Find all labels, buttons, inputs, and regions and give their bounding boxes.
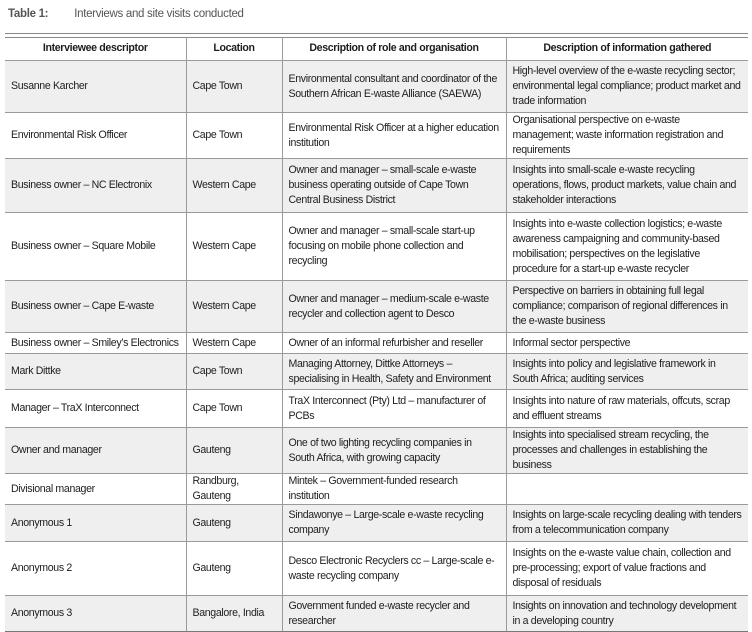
cell-location: Cape Town: [185, 60, 283, 113]
table-row: Business owner – Cape E-waste Western Cap…: [5, 280, 748, 333]
interviews-table: Interviewee descriptor Location Descript…: [5, 37, 748, 632]
cell-location: Cape Town: [185, 112, 283, 159]
cell-role: Desco Electronic Recyclers cc – Large-sc…: [281, 541, 507, 596]
cell-descriptor: Business owner – Square Mobile: [5, 212, 187, 281]
cell-location: Gauteng: [185, 427, 283, 474]
cell-descriptor: Business owner – NC Electronix: [5, 158, 187, 213]
cell-info: Informal sector perspective: [505, 332, 748, 354]
cell-info: Insights into nature of raw materials, o…: [505, 389, 748, 428]
cell-info: Insights on the e-waste value chain, col…: [505, 541, 748, 596]
cell-role: TraX Interconnect (Pty) Ltd – manufactur…: [281, 389, 507, 428]
table-row: Environmental Risk Officer Cape Town Envir…: [5, 112, 748, 159]
cell-info: Insights into e-waste collection logisti…: [505, 212, 748, 281]
cell-role: Mintek – Government-funded research inst…: [281, 473, 507, 505]
cell-location: Gauteng: [185, 541, 283, 596]
header-location: Location: [185, 37, 283, 61]
cell-role: Environmental consultant and coordinator…: [281, 60, 507, 113]
cell-location: Cape Town: [185, 389, 283, 428]
table-label: Table 1:: [8, 8, 49, 20]
cell-location: Gauteng: [185, 504, 283, 542]
cell-descriptor: Divisional manager: [5, 473, 187, 505]
cell-role: Managing Attorney, Dittke Attorneys – sp…: [281, 353, 507, 390]
table-row: Owner and manager Gauteng One of two light…: [5, 427, 748, 474]
cell-role: Government funded e-waste recycler and r…: [281, 595, 507, 632]
cell-role: Owner and manager – small-scale e-waste …: [281, 158, 507, 213]
cell-descriptor: Business owner – Cape E-waste: [5, 280, 187, 333]
cell-info: Insights on large-scale recycling dealin…: [505, 504, 748, 542]
cell-descriptor: Susanne Karcher: [5, 60, 187, 113]
cell-info: [505, 473, 748, 505]
cell-role: One of two lighting recycling companies …: [281, 427, 507, 474]
cell-location: Bangalore, India: [185, 595, 283, 632]
cell-info: Insights into policy and legislative fra…: [505, 353, 748, 390]
cell-info: Perspective on barriers in obtaining ful…: [505, 280, 748, 333]
table-title: Interviews and site visits conducted: [74, 8, 244, 20]
table-row: Manager – TraX Interconnect Cape Town TraX…: [5, 389, 748, 428]
cell-descriptor: Owner and manager: [5, 427, 187, 474]
table-row: Business owner – NC Electronix Western Ca…: [5, 158, 748, 213]
cell-location: Western Cape: [185, 158, 283, 213]
header-role: Description of role and organisation: [281, 37, 507, 61]
cell-role: Owner and manager – small-scale start-up…: [281, 212, 507, 281]
cell-role: Owner and manager – medium-scale e-waste…: [281, 280, 507, 333]
cell-descriptor: Anonymous 2: [5, 541, 187, 596]
cell-role: Owner of an informal refurbisher and res…: [281, 332, 507, 354]
cell-role: Environmental Risk Officer at a higher e…: [281, 112, 507, 159]
cell-role: Sindawonye – Large-scale e-waste recycli…: [281, 504, 507, 542]
cell-location: Western Cape: [185, 212, 283, 281]
table-caption: Table 1: Interviews and site visits condu…: [8, 8, 244, 20]
cell-info: Insights on innovation and technology de…: [505, 595, 748, 632]
cell-descriptor: Manager – TraX Interconnect: [5, 389, 187, 428]
cell-descriptor: Anonymous 1: [5, 504, 187, 542]
table-row: Anonymous 2 Gauteng Desco Electronic Recyc…: [5, 541, 748, 596]
cell-descriptor: Mark Dittke: [5, 353, 187, 390]
table-row: Business owner – Smiley’s Electronics Wes…: [5, 332, 748, 354]
table-row: Divisional manager Randburg, Gauteng Minte…: [5, 473, 748, 505]
table-row: Business owner – Square Mobile Western Ca…: [5, 212, 748, 281]
cell-info: Insights into specialised stream recycli…: [505, 427, 748, 474]
table-row: Anonymous 1 Gauteng Sindawonye – Large-sca…: [5, 504, 748, 542]
cell-info: High-level overview of the e-waste recyc…: [505, 60, 748, 113]
cell-location: Cape Town: [185, 353, 283, 390]
cell-info: Insights into small-scale e-waste recycl…: [505, 158, 748, 213]
header-descriptor: Interviewee descriptor: [5, 37, 187, 61]
header-row: Interviewee descriptor Location Descript…: [5, 37, 748, 61]
table-row: Susanne Karcher Cape Town Environmental co…: [5, 60, 748, 113]
header-info: Description of information gathered: [505, 37, 748, 61]
cell-descriptor: Environmental Risk Officer: [5, 112, 187, 159]
cell-descriptor: Business owner – Smiley’s Electronics: [5, 332, 187, 354]
cell-location: Randburg, Gauteng: [185, 473, 283, 505]
table-row: Anonymous 3 Bangalore, India Government fu…: [5, 595, 748, 632]
cell-location: Western Cape: [185, 280, 283, 333]
cell-location: Western Cape: [185, 332, 283, 354]
table-row: Mark Dittke Cape Town Managing Attorney, D…: [5, 353, 748, 390]
cell-descriptor: Anonymous 3: [5, 595, 187, 632]
cell-info: Organisational perspective on e-waste ma…: [505, 112, 748, 159]
